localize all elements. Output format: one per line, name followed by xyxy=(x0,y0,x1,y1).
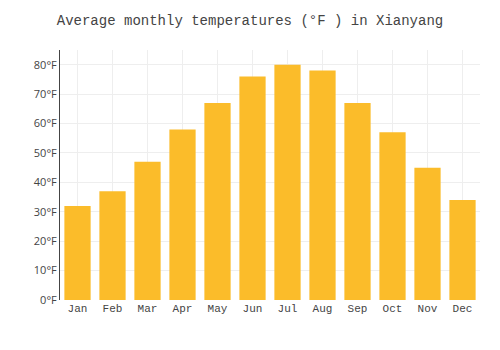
svg-text:Feb: Feb xyxy=(103,303,123,315)
svg-text:Jun: Jun xyxy=(243,303,263,315)
svg-text:Oct: Oct xyxy=(383,303,403,315)
svg-text:Nov: Nov xyxy=(418,303,438,315)
svg-text:60°F: 60°F xyxy=(34,115,57,130)
svg-text:20°F: 20°F xyxy=(34,233,57,248)
svg-text:Average monthly temperatures (: Average monthly temperatures (°F ) in Xi… xyxy=(57,13,443,29)
svg-text:80°F: 80°F xyxy=(34,57,57,72)
svg-text:Dec: Dec xyxy=(453,303,473,315)
svg-text:Aug: Aug xyxy=(313,303,333,315)
svg-text:10°F: 10°F xyxy=(34,262,57,277)
svg-text:Jul: Jul xyxy=(278,303,298,315)
svg-text:Apr: Apr xyxy=(173,303,193,315)
svg-text:40°F: 40°F xyxy=(34,174,57,189)
svg-text:Mar: Mar xyxy=(138,303,158,315)
svg-text:Jan: Jan xyxy=(68,303,88,315)
svg-text:30°F: 30°F xyxy=(34,204,57,219)
svg-text:May: May xyxy=(208,303,228,315)
svg-text:50°F: 50°F xyxy=(34,145,57,160)
svg-text:0°F: 0°F xyxy=(40,292,57,307)
svg-text:70°F: 70°F xyxy=(34,86,57,101)
svg-text:Sep: Sep xyxy=(348,303,368,315)
